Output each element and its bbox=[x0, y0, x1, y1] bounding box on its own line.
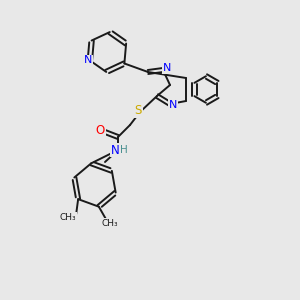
Text: N: N bbox=[163, 63, 171, 73]
Text: CH₃: CH₃ bbox=[60, 213, 76, 222]
Text: N: N bbox=[169, 100, 177, 110]
Text: S: S bbox=[134, 104, 142, 118]
Text: N: N bbox=[111, 143, 119, 157]
Text: N: N bbox=[84, 56, 92, 65]
Text: H: H bbox=[120, 145, 128, 155]
Text: O: O bbox=[95, 124, 105, 137]
Text: CH₃: CH₃ bbox=[101, 219, 118, 228]
